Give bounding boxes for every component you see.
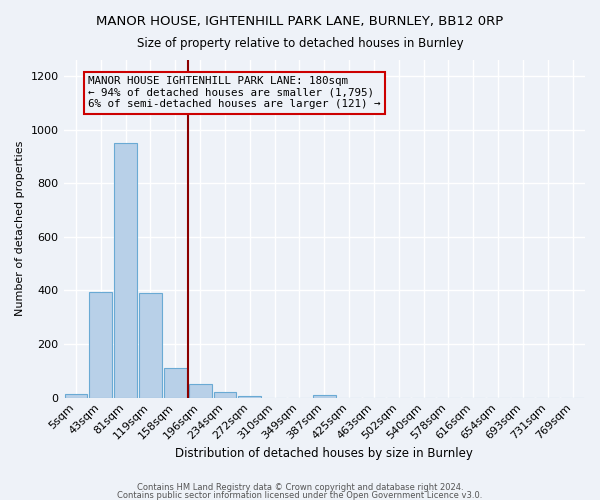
Bar: [188, 384, 212, 398]
Bar: [214, 392, 236, 398]
Text: Contains HM Land Registry data © Crown copyright and database right 2024.: Contains HM Land Registry data © Crown c…: [137, 483, 463, 492]
Y-axis label: Number of detached properties: Number of detached properties: [15, 141, 25, 316]
Bar: [164, 368, 187, 398]
Bar: [89, 292, 112, 398]
Text: MANOR HOUSE, IGHTENHILL PARK LANE, BURNLEY, BB12 0RP: MANOR HOUSE, IGHTENHILL PARK LANE, BURNL…: [97, 15, 503, 28]
Bar: [65, 394, 88, 398]
Text: Contains public sector information licensed under the Open Government Licence v3: Contains public sector information licen…: [118, 490, 482, 500]
Bar: [238, 396, 261, 398]
Bar: [139, 293, 162, 398]
Text: Size of property relative to detached houses in Burnley: Size of property relative to detached ho…: [137, 38, 463, 51]
X-axis label: Distribution of detached houses by size in Burnley: Distribution of detached houses by size …: [175, 447, 473, 460]
Bar: [114, 143, 137, 398]
Text: MANOR HOUSE IGHTENHILL PARK LANE: 180sqm
← 94% of detached houses are smaller (1: MANOR HOUSE IGHTENHILL PARK LANE: 180sqm…: [88, 76, 381, 110]
Bar: [313, 395, 335, 398]
